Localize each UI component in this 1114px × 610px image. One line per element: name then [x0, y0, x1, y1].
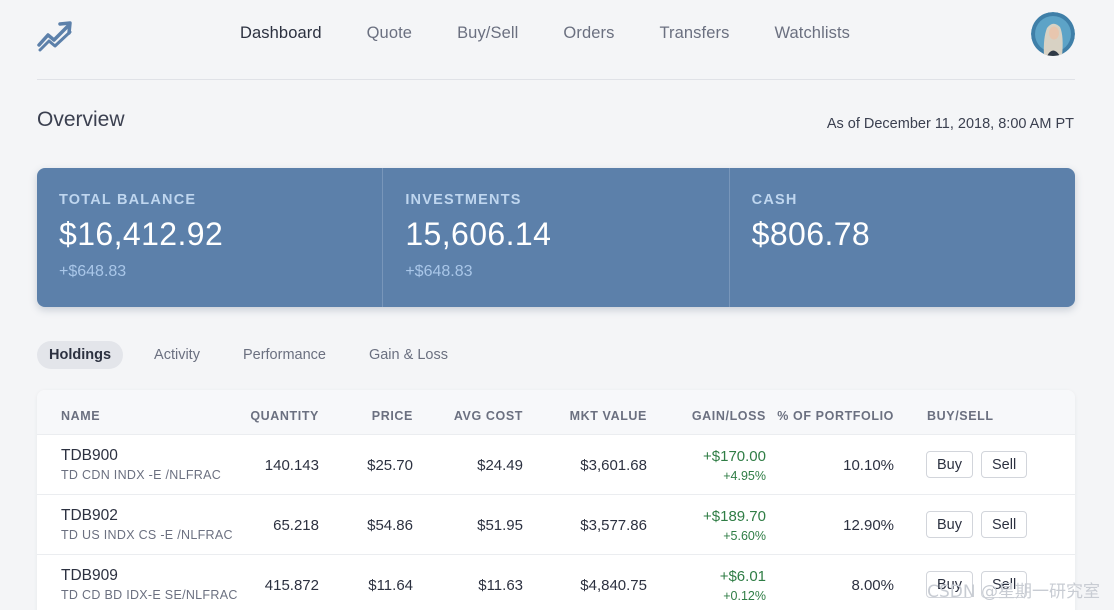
holding-gain: +$170.00	[703, 448, 766, 465]
holding-gain-percent: +0.12%	[723, 589, 766, 603]
holding-portfolio-percent: 8.00%	[851, 577, 894, 594]
as-of-timestamp: As of December 11, 2018, 8:00 AM PT	[826, 116, 1074, 132]
nav-orders[interactable]: Orders	[563, 24, 615, 42]
total-balance-label: TOTAL BALANCE	[59, 192, 197, 208]
col-quantity: QUANTITY	[250, 409, 319, 423]
nav-dashboard[interactable]: Dashboard	[240, 24, 322, 42]
holding-price: $25.70	[367, 457, 413, 474]
col-gain-loss: GAIN/LOSS	[691, 409, 766, 423]
nav-transfers[interactable]: Transfers	[659, 24, 730, 42]
holding-symbol[interactable]: TDB902	[61, 507, 118, 524]
holding-gain: +$189.70	[703, 508, 766, 525]
tab-gain-loss[interactable]: Gain & Loss	[368, 347, 448, 363]
nav-buy-sell[interactable]: Buy/Sell	[457, 24, 519, 42]
top-bar: Dashboard Quote Buy/Sell Orders Transfer…	[37, 0, 1075, 80]
buy-button[interactable]: Buy	[926, 511, 973, 538]
holding-description: TD US INDX CS -E /NLFRAC	[61, 528, 233, 542]
holdings-tabs: Holdings Activity Performance Gain & Los…	[37, 341, 479, 369]
holding-mkt-value: $3,601.68	[580, 457, 647, 474]
nav-watchlists[interactable]: Watchlists	[774, 24, 851, 42]
user-avatar[interactable]	[1031, 12, 1075, 56]
investments-panel: INVESTMENTS 15,606.14 +$648.83	[383, 168, 730, 307]
total-balance-panel: TOTAL BALANCE $16,412.92 +$648.83	[37, 168, 384, 307]
investments-change: +$648.83	[405, 263, 473, 280]
page-title: Overview	[37, 108, 125, 131]
holding-mkt-value: $4,840.75	[580, 577, 647, 594]
nav-quote[interactable]: Quote	[366, 24, 413, 42]
holding-description: TD CDN INDX -E /NLFRAC	[61, 468, 222, 482]
holding-price: $11.64	[368, 577, 413, 594]
col-buy-sell: BUY/SELL	[927, 409, 994, 423]
total-balance-value: $16,412.92	[59, 216, 224, 252]
holding-gain-percent: +5.60%	[723, 529, 766, 543]
holding-gain: +$6.01	[719, 568, 766, 585]
holding-avg-cost: $11.63	[478, 577, 523, 594]
holding-symbol[interactable]: TDB909	[61, 567, 118, 584]
col-name: NAME	[61, 409, 101, 423]
sell-button[interactable]: Sell	[981, 511, 1028, 538]
holding-price: $54.86	[367, 517, 413, 534]
holding-quantity: 140.143	[264, 457, 319, 474]
col-portfolio: % OF PORTFOLIO	[777, 409, 894, 423]
holding-avg-cost: $24.49	[477, 457, 523, 474]
balance-summary-card: TOTAL BALANCE $16,412.92 +$648.83 INVEST…	[37, 168, 1075, 307]
holding-quantity: 65.218	[273, 517, 319, 534]
cash-label: CASH	[751, 192, 798, 208]
holding-portfolio-percent: 10.10%	[843, 457, 894, 474]
table-row: TDB900 TD CDN INDX -E /NLFRAC 140.143 $2…	[37, 434, 1075, 494]
main-nav: Dashboard Quote Buy/Sell Orders Transfer…	[240, 24, 895, 43]
col-price: PRICE	[371, 409, 413, 423]
tab-holdings[interactable]: Holdings	[37, 341, 124, 369]
holding-avg-cost: $51.95	[477, 517, 523, 534]
tab-performance[interactable]: Performance	[242, 347, 326, 363]
tab-activity[interactable]: Activity	[154, 347, 200, 363]
buy-button[interactable]: Buy	[926, 451, 973, 478]
cash-value: $806.78	[751, 216, 871, 252]
sell-button[interactable]: Sell	[981, 451, 1028, 478]
col-mkt-value: MKT VALUE	[569, 409, 647, 423]
holding-quantity: 415.872	[264, 577, 319, 594]
total-balance-change: +$648.83	[59, 263, 127, 280]
investments-label: INVESTMENTS	[405, 192, 522, 208]
cash-panel: CASH $806.78	[730, 168, 1075, 307]
col-avg-cost: AVG COST	[453, 409, 523, 423]
trending-up-chart-icon[interactable]	[37, 18, 73, 52]
holding-description: TD CD BD IDX-E SE/NLFRAC	[61, 588, 238, 602]
table-row: TDB909 TD CD BD IDX-E SE/NLFRAC 415.872 …	[37, 554, 1075, 610]
holding-mkt-value: $3,577.86	[580, 517, 647, 534]
holdings-table: NAME QUANTITY PRICE AVG COST MKT VALUE G…	[37, 390, 1075, 610]
avatar-icon	[1031, 12, 1075, 56]
watermark: CSDN @星期一研究室	[927, 582, 1100, 602]
table-header: NAME QUANTITY PRICE AVG COST MKT VALUE G…	[37, 390, 1075, 434]
buy-button[interactable]: Buy	[926, 571, 973, 598]
investments-value: 15,606.14	[405, 216, 552, 252]
table-row: TDB902 TD US INDX CS -E /NLFRAC 65.218 $…	[37, 494, 1075, 554]
holding-portfolio-percent: 12.90%	[843, 517, 894, 534]
holding-gain-percent: +4.95%	[723, 469, 766, 483]
holding-symbol[interactable]: TDB900	[61, 447, 118, 464]
sell-button[interactable]: Sell	[981, 571, 1028, 598]
